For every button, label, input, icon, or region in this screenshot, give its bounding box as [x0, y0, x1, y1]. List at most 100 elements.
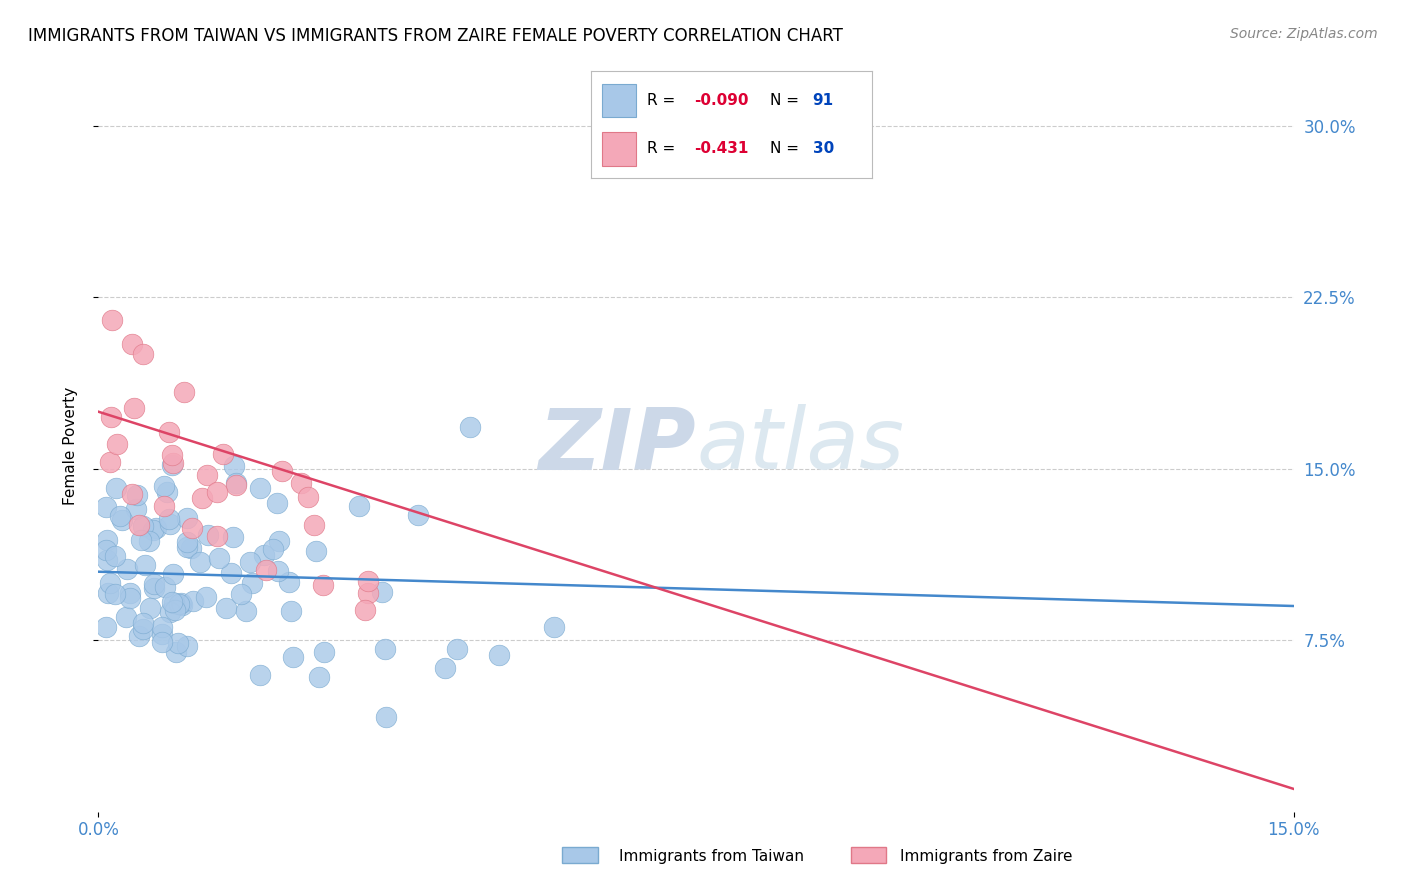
- Point: [159, 605, 181, 619]
- Point: [96, 533, 118, 547]
- Point: [458, 420, 481, 434]
- Point: [153, 580, 176, 594]
- Point: [353, 603, 375, 617]
- Point: [150, 627, 173, 641]
- Text: atlas: atlas: [696, 404, 904, 488]
- Point: [219, 566, 242, 581]
- Point: [142, 576, 165, 591]
- Point: [132, 347, 155, 361]
- Point: [222, 530, 245, 544]
- Text: R =: R =: [647, 94, 681, 108]
- Text: 91: 91: [813, 94, 834, 108]
- Point: [163, 597, 186, 611]
- Point: [131, 615, 153, 630]
- Point: [121, 487, 143, 501]
- Point: [159, 517, 181, 532]
- Point: [176, 639, 198, 653]
- Text: Immigrants from Taiwan: Immigrants from Taiwan: [619, 849, 804, 863]
- Point: [543, 620, 565, 634]
- Point: [128, 518, 150, 533]
- Point: [271, 465, 294, 479]
- Point: [96, 543, 118, 558]
- Point: [249, 668, 271, 682]
- Point: [357, 586, 380, 600]
- Point: [349, 499, 371, 513]
- Point: [197, 528, 219, 542]
- Point: [167, 636, 190, 650]
- Point: [132, 622, 155, 636]
- Point: [122, 401, 145, 415]
- Point: [269, 533, 291, 548]
- Point: [162, 566, 184, 581]
- Point: [290, 476, 312, 491]
- Point: [114, 610, 136, 624]
- Point: [129, 533, 152, 547]
- Text: 30: 30: [813, 142, 834, 156]
- Point: [176, 510, 198, 524]
- Point: [138, 534, 160, 549]
- Point: [131, 519, 153, 533]
- Point: [162, 456, 184, 470]
- Point: [191, 491, 214, 505]
- Text: Immigrants from Zaire: Immigrants from Zaire: [900, 849, 1073, 863]
- Point: [152, 500, 174, 514]
- Point: [446, 642, 468, 657]
- Point: [254, 563, 277, 577]
- Point: [253, 548, 276, 562]
- Point: [125, 502, 148, 516]
- Point: [96, 620, 118, 634]
- Point: [188, 555, 211, 569]
- Text: ZIP: ZIP: [538, 404, 696, 488]
- Point: [205, 529, 228, 543]
- Bar: [602, 84, 636, 118]
- Point: [97, 586, 120, 600]
- Point: [240, 575, 263, 590]
- Point: [134, 558, 156, 573]
- Point: [125, 488, 148, 502]
- Point: [105, 481, 128, 495]
- Point: [100, 410, 122, 425]
- Point: [98, 455, 121, 469]
- Point: [305, 543, 328, 558]
- Point: [111, 512, 134, 526]
- Point: [229, 587, 252, 601]
- Text: R =: R =: [647, 142, 685, 156]
- Point: [170, 599, 193, 613]
- Text: N =: N =: [770, 94, 804, 108]
- Point: [152, 620, 174, 634]
- Point: [152, 635, 174, 649]
- Point: [225, 475, 247, 490]
- Point: [142, 523, 165, 537]
- Point: [160, 448, 183, 462]
- Point: [249, 481, 271, 495]
- Point: [115, 562, 138, 576]
- Point: [139, 601, 162, 615]
- Point: [239, 555, 262, 569]
- Point: [235, 604, 257, 618]
- Point: [434, 661, 457, 675]
- Bar: [602, 132, 636, 166]
- Point: [297, 490, 319, 504]
- Point: [312, 578, 335, 592]
- Point: [145, 521, 167, 535]
- Point: [205, 484, 228, 499]
- Point: [156, 484, 179, 499]
- Point: [277, 575, 299, 590]
- Point: [170, 596, 193, 610]
- Point: [224, 459, 246, 474]
- Point: [176, 540, 198, 554]
- Point: [374, 710, 396, 724]
- Point: [312, 645, 335, 659]
- Point: [195, 467, 218, 482]
- Point: [488, 648, 510, 663]
- Point: [180, 521, 202, 535]
- Point: [267, 564, 290, 578]
- Point: [215, 600, 238, 615]
- Point: [262, 541, 284, 556]
- Point: [225, 477, 247, 491]
- Point: [163, 603, 186, 617]
- Point: [280, 604, 302, 618]
- Point: [104, 587, 127, 601]
- Point: [105, 437, 128, 451]
- Point: [302, 518, 325, 533]
